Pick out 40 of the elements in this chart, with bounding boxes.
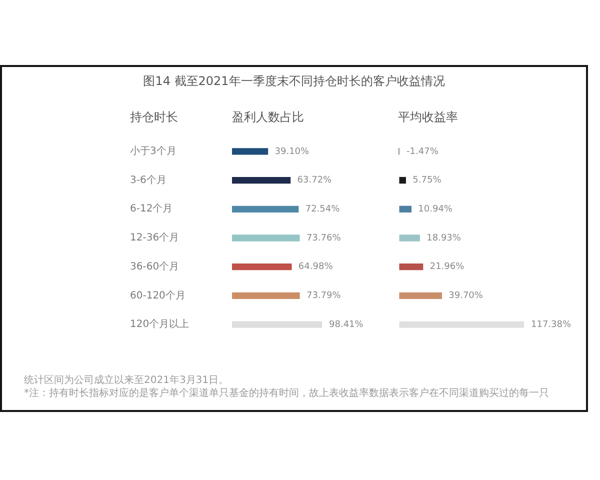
y-tick-label: 120个月以上 [130,318,190,330]
bar [232,206,299,212]
data-label: 64.98% [298,262,334,272]
data-label: 63.72% [297,176,332,186]
chart-subtitle: 盈利人数占比 [232,109,304,125]
chart-subtitle: 平均收益率 [398,109,458,125]
bar [232,176,291,184]
bar [399,292,442,300]
bar [232,321,322,328]
bar [399,321,524,328]
data-label: 18.93% [426,233,462,244]
bar [399,206,412,212]
bar [232,264,292,270]
bar [232,292,300,300]
data-label: 73.79% [306,291,342,302]
text: *注：持有时长指标对应的是客户单个渠道单只基金的持有时间，故上表收益率数据表示客户在不同渠道购买过的每一只 [24,388,549,400]
y-tick-label: 60-120个月 [130,289,186,302]
chart-title: 图14 截至2021年一季度末不同持仓时长的客户收益情况 [142,73,446,89]
y-tick-label: 36-60个月 [130,260,180,272]
data-label: 72.54% [305,204,340,214]
data-label: 73.76% [306,233,342,244]
data-label: 39.70% [448,291,484,302]
data-label: 117.38% [531,320,572,330]
data-label: -1.47% [406,146,439,157]
bar [232,148,268,155]
data-label: 5.75% [412,176,442,186]
data-label: 98.41% [329,320,364,330]
bar [399,264,424,270]
y-tick-label: 6-12个月 [130,202,173,215]
y-tick-label: 12-36个月 [130,232,180,244]
y-tick-label: 小于3个月 [130,145,176,158]
data-label: 21.96% [430,262,465,272]
data-label: 39.10% [274,146,310,157]
data-label: 10.94% [418,204,453,214]
bar [399,234,420,242]
y-tick-label: 3-6个月 [130,174,166,186]
text: 统计区间为公司成立以来至2021年3月31日。 [24,375,229,387]
y-axis-title: 持仓时长 [130,109,178,125]
bar [399,176,406,184]
bar [232,234,300,242]
